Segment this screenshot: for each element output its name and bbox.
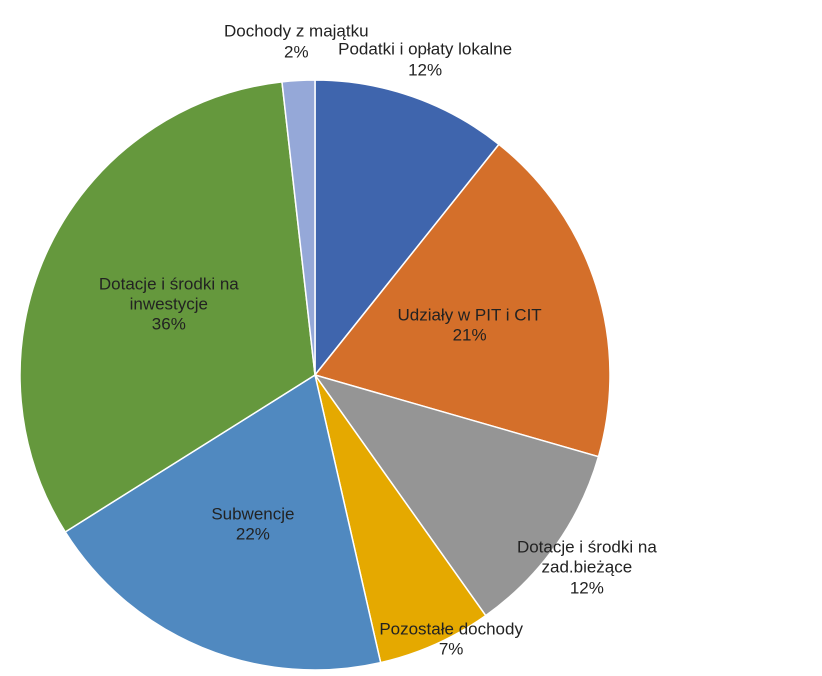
slice: [314, 374, 487, 664]
slice-label: Podatki i opłaty lokalne 12%: [318, 40, 533, 81]
value-label: 7%: [438, 640, 464, 659]
value-label: 12%: [569, 578, 604, 598]
slice-label: Pozostałe dochody 7%: [344, 620, 559, 661]
slice-label: Dotacje i środki na zad.bieżące 12%: [479, 537, 694, 598]
slice: [64, 373, 382, 671]
slice-label: Dotacje i środki na inwestycje 36%: [61, 274, 276, 335]
category-label: Podatki i opłaty lokalne: [338, 39, 513, 59]
value-label: 2%: [284, 42, 309, 62]
category-label: Dotacje i środki na inwestycje: [98, 274, 239, 314]
category-label: Dochody z majątku: [224, 21, 369, 41]
slice: [313, 373, 600, 617]
category-label: Subwencje: [211, 504, 295, 524]
slice-label: Udziały w PIT i CIT 21%: [362, 305, 577, 346]
slice-label: Subwencje 22%: [145, 505, 360, 546]
slice: [313, 143, 611, 458]
slice: [314, 79, 500, 378]
slice: [19, 81, 316, 533]
category-label: Udziały w PIT i CIT: [397, 305, 542, 325]
value-label: 12%: [408, 60, 443, 80]
category-label: Dotacje i środki na zad.bieżące: [516, 537, 657, 577]
value-label: 36%: [151, 314, 186, 334]
slice-label: Dochody z majątku 2%: [189, 22, 404, 63]
category-label: Pozostałe dochody: [379, 619, 523, 639]
value-label: 22%: [235, 524, 270, 544]
slice: [281, 79, 316, 376]
value-label: 21%: [452, 325, 487, 345]
